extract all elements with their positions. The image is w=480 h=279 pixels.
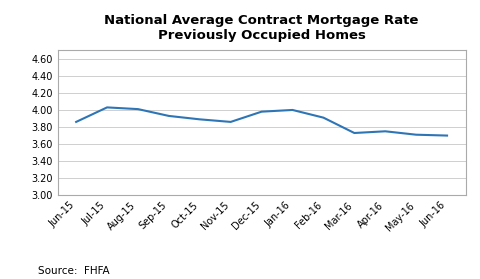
- Text: Source:  FHFA: Source: FHFA: [38, 266, 110, 276]
- Title: National Average Contract Mortgage Rate
Previously Occupied Homes: National Average Contract Mortgage Rate …: [105, 14, 419, 42]
